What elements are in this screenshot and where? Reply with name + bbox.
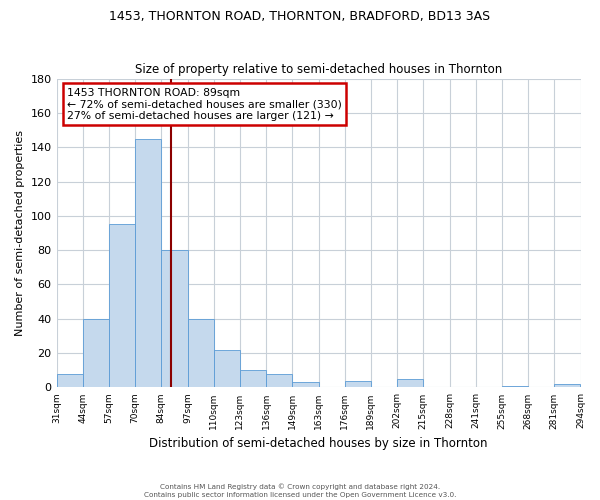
Bar — [188, 319, 214, 388]
Text: 1453, THORNTON ROAD, THORNTON, BRADFORD, BD13 3AS: 1453, THORNTON ROAD, THORNTON, BRADFORD,… — [109, 10, 491, 23]
Bar — [292, 382, 319, 388]
Bar — [554, 384, 580, 388]
Bar — [56, 374, 83, 388]
Bar — [83, 319, 109, 388]
Text: 1453 THORNTON ROAD: 89sqm
← 72% of semi-detached houses are smaller (330)
27% of: 1453 THORNTON ROAD: 89sqm ← 72% of semi-… — [67, 88, 342, 121]
Bar — [135, 138, 161, 388]
Bar — [109, 224, 135, 388]
Y-axis label: Number of semi-detached properties: Number of semi-detached properties — [15, 130, 25, 336]
Bar — [345, 380, 371, 388]
Text: Contains HM Land Registry data © Crown copyright and database right 2024.
Contai: Contains HM Land Registry data © Crown c… — [144, 484, 456, 498]
Bar — [502, 386, 528, 388]
Bar — [214, 350, 240, 388]
X-axis label: Distribution of semi-detached houses by size in Thornton: Distribution of semi-detached houses by … — [149, 437, 488, 450]
Bar — [161, 250, 188, 388]
Bar — [266, 374, 292, 388]
Bar — [240, 370, 266, 388]
Title: Size of property relative to semi-detached houses in Thornton: Size of property relative to semi-detach… — [135, 63, 502, 76]
Bar — [397, 379, 424, 388]
